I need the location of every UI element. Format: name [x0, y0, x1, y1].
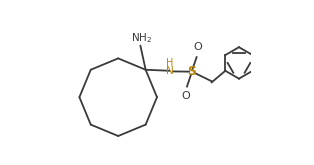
Text: H: H [166, 58, 174, 68]
Text: O: O [193, 42, 202, 52]
Text: O: O [181, 91, 190, 101]
Text: N: N [166, 66, 174, 76]
Text: S: S [187, 65, 196, 78]
Text: NH$_2$: NH$_2$ [131, 31, 152, 45]
